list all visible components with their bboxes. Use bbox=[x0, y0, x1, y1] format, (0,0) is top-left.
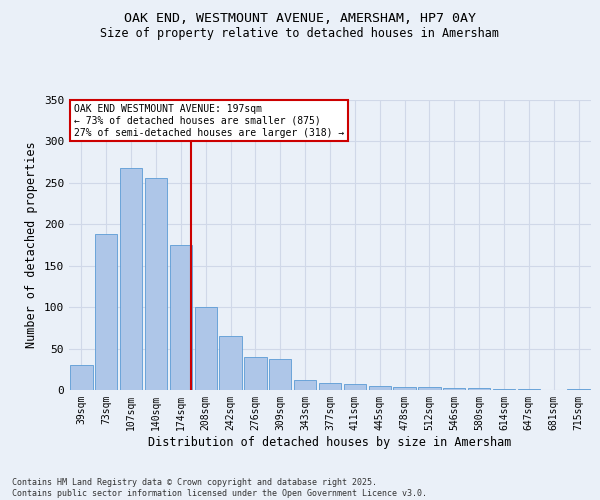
Bar bbox=[568, 389, 590, 390]
Y-axis label: Number of detached properties: Number of detached properties bbox=[25, 142, 38, 348]
Bar bbox=[269, 358, 292, 390]
Text: Size of property relative to detached houses in Amersham: Size of property relative to detached ho… bbox=[101, 28, 499, 40]
Bar bbox=[319, 382, 341, 390]
Bar bbox=[120, 168, 142, 390]
Bar bbox=[344, 384, 366, 390]
Bar bbox=[145, 178, 167, 390]
Bar bbox=[493, 389, 515, 390]
Bar bbox=[170, 245, 192, 390]
Bar bbox=[220, 336, 242, 390]
Bar bbox=[294, 380, 316, 390]
X-axis label: Distribution of detached houses by size in Amersham: Distribution of detached houses by size … bbox=[148, 436, 512, 448]
Bar bbox=[244, 357, 266, 390]
Text: OAK END WESTMOUNT AVENUE: 197sqm
← 73% of detached houses are smaller (875)
27% : OAK END WESTMOUNT AVENUE: 197sqm ← 73% o… bbox=[74, 104, 344, 138]
Text: OAK END, WESTMOUNT AVENUE, AMERSHAM, HP7 0AY: OAK END, WESTMOUNT AVENUE, AMERSHAM, HP7… bbox=[124, 12, 476, 26]
Bar bbox=[394, 386, 416, 390]
Bar bbox=[70, 365, 92, 390]
Text: Contains HM Land Registry data © Crown copyright and database right 2025.
Contai: Contains HM Land Registry data © Crown c… bbox=[12, 478, 427, 498]
Bar bbox=[95, 234, 118, 390]
Bar bbox=[518, 389, 540, 390]
Bar bbox=[418, 386, 440, 390]
Bar bbox=[368, 386, 391, 390]
Bar bbox=[443, 388, 466, 390]
Bar bbox=[194, 307, 217, 390]
Bar bbox=[468, 388, 490, 390]
